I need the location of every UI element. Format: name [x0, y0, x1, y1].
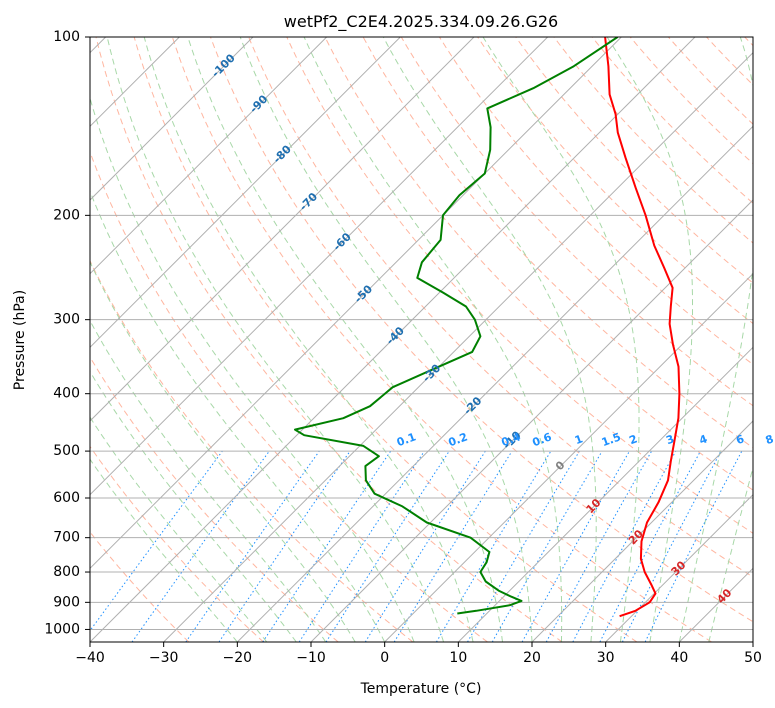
x-axis-label: Temperature (°C)	[360, 681, 482, 697]
isotherm-line	[163, 51, 753, 642]
mixing-ratio-label: 6	[734, 432, 746, 447]
isotherm-line	[236, 125, 753, 642]
moist-adiabat-line	[482, 37, 640, 642]
dry-adiabat-line	[90, 259, 414, 642]
x-tick-label: 10	[449, 650, 467, 666]
mixing-ratio-label: 0.2	[447, 430, 470, 449]
x-tick-label: 20	[523, 650, 541, 666]
isotherm-line	[90, 37, 401, 349]
mixing-ratio-line	[185, 450, 320, 642]
dewpoint-profile-line	[294, 37, 619, 615]
x-tick-label: −40	[75, 650, 105, 666]
moist-adiabat-line	[143, 37, 474, 642]
y-tick-label: 300	[53, 312, 80, 328]
mixing-ratio-line	[90, 450, 223, 632]
axes: −40 −30 −20 −10 0 10 20 30 40 5010020030040050060…	[44, 29, 762, 666]
dry-adiabat-line	[95, 37, 563, 642]
temperature-profile-line	[604, 37, 681, 618]
moist-adiabat-line	[90, 260, 356, 642]
isotherm-line	[531, 420, 753, 642]
x-tick-label: −10	[296, 650, 326, 666]
mixing-ratio-label: 2	[627, 432, 639, 447]
y-tick-label: 1000	[44, 621, 80, 637]
mixing-ratio-label: 4	[697, 432, 709, 447]
moist-adiabat-line	[90, 370, 297, 642]
moist-adiabat-line	[678, 37, 753, 642]
mixing-ratio-line	[521, 450, 630, 642]
dry-adiabat-line	[477, 37, 753, 325]
isotherm-line	[310, 199, 753, 642]
x-tick-label: 40	[670, 650, 688, 666]
dry-adiabat-line	[515, 37, 753, 284]
mixing-ratio-label: 8	[764, 432, 775, 447]
isotherm-line	[90, 37, 475, 422]
isotherm-line	[90, 37, 254, 201]
dry-adiabat-line	[171, 37, 712, 642]
x-tick-label: 0	[380, 650, 389, 666]
background-lines	[90, 37, 753, 642]
y-tick-label: 500	[53, 443, 80, 459]
mixing-ratio-line	[393, 450, 513, 642]
y-tick-label: 800	[53, 564, 80, 580]
mixing-ratio-label: 1.5	[600, 430, 623, 449]
dry-adiabat-line	[248, 37, 753, 578]
y-axis-label: Pressure (hPa)	[12, 290, 28, 390]
moist-adiabat-line	[106, 37, 445, 642]
plot-frame	[89, 36, 754, 643]
x-tick-label: 30	[597, 650, 615, 666]
y-tick-label: 400	[53, 386, 80, 402]
dry-adiabat-line	[591, 37, 753, 204]
moist-adiabat-line	[606, 37, 693, 642]
moist-adiabat-line	[90, 416, 268, 642]
moist-adiabat-line	[90, 458, 238, 642]
moist-adiabat-line	[239, 37, 533, 642]
moist-adiabat-line	[90, 189, 386, 642]
x-tick-label: −20	[223, 650, 253, 666]
x-tick-label: −30	[149, 650, 179, 666]
dry-adiabat-line	[90, 445, 264, 642]
dry-adiabat-line	[210, 37, 753, 623]
isotherm-line	[90, 37, 549, 496]
y-tick-label: 200	[53, 207, 80, 223]
isotherm-line	[90, 37, 696, 642]
mixing-ratio-line	[545, 450, 653, 642]
mixing-ratio-line	[644, 450, 743, 642]
mixing-ratio-label: 1	[573, 432, 585, 447]
y-tick-label: 600	[53, 490, 80, 506]
y-tick-label: 100	[53, 29, 80, 45]
dry-adiabat-line	[629, 37, 753, 165]
dry-adiabat-line	[324, 37, 753, 491]
chart-title: wetPf2_C2E4.2025.334.09.26.G26	[284, 12, 558, 32]
isotherm-line	[457, 346, 753, 642]
moist-adiabat-line	[187, 37, 503, 642]
moist-adiabat-line	[303, 37, 563, 642]
profile-lines	[294, 37, 681, 618]
mixing-ratio-line	[262, 450, 392, 642]
mixing-ratio-label: 0.6	[531, 430, 554, 449]
mixing-ratio-line	[572, 450, 677, 642]
moist-adiabat-line	[382, 37, 597, 642]
dry-adiabat-line	[133, 37, 638, 642]
isotherm-line	[384, 272, 753, 642]
dry-adiabat-line	[400, 37, 753, 407]
moist-adiabat-line	[708, 465, 753, 642]
mixing-ratio-line	[298, 450, 425, 642]
moist-adiabat-line	[90, 319, 327, 642]
isotherm-line	[605, 493, 753, 642]
y-tick-label: 900	[53, 594, 80, 610]
mixing-ratio-label: 0.1	[395, 430, 418, 449]
mixing-ratio-line	[131, 450, 270, 642]
mixing-ratio-label: 3	[664, 432, 676, 447]
isotherm-line	[90, 37, 622, 570]
x-tick-label: 50	[744, 650, 762, 666]
isotherm-line	[90, 37, 328, 275]
mixing-ratio-line	[218, 450, 351, 642]
mixing-ratio-label: 0.4	[500, 430, 523, 449]
mixing-ratio-line	[325, 450, 450, 642]
y-tick-label: 700	[53, 530, 80, 546]
